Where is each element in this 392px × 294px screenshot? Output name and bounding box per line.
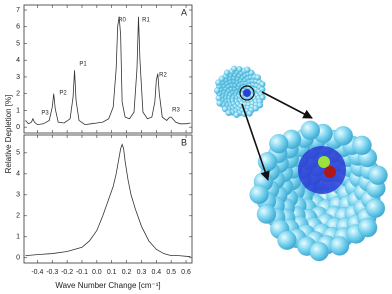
y-tick-label: 7 bbox=[16, 7, 20, 14]
y-tick-label: 0 bbox=[16, 124, 20, 131]
cluster-atom bbox=[213, 87, 221, 94]
cluster-atom bbox=[365, 198, 386, 218]
molecule-atom bbox=[324, 166, 336, 178]
peak-label: R0 bbox=[118, 18, 126, 24]
y-tick-label: 0 bbox=[16, 255, 20, 262]
cluster-atom bbox=[333, 126, 353, 146]
plot-frame bbox=[23, 134, 193, 264]
cluster-atom bbox=[329, 236, 350, 256]
peak-label: P2 bbox=[59, 91, 67, 97]
y-tick-label: 4 bbox=[16, 171, 20, 178]
y-tick-label: 5 bbox=[16, 40, 20, 47]
x-tick-label: 0.3 bbox=[137, 269, 147, 276]
cluster-atom bbox=[249, 184, 269, 205]
arrow bbox=[261, 91, 313, 119]
cluster-atom bbox=[233, 111, 240, 118]
cluster-atom bbox=[259, 94, 266, 101]
peak-label: P3 bbox=[41, 111, 49, 117]
cluster-atom bbox=[246, 110, 253, 117]
cluster-atom bbox=[257, 152, 278, 172]
cluster-atom bbox=[300, 120, 320, 140]
y-tick-label: 1 bbox=[16, 234, 20, 241]
cluster-atom bbox=[216, 100, 223, 107]
y-tick-label: 2 bbox=[16, 213, 20, 220]
y-tick-label: 6 bbox=[16, 24, 20, 31]
cluster-atom bbox=[225, 109, 232, 117]
peak-label: R1 bbox=[142, 18, 150, 24]
peak-label: R3 bbox=[172, 108, 180, 114]
molecule-atom bbox=[318, 156, 330, 168]
x-tick-label: 0.1 bbox=[107, 269, 117, 276]
x-tick-label: -0.2 bbox=[61, 269, 73, 276]
y-tick-label: 4 bbox=[16, 57, 20, 64]
x-tick-label: -0.3 bbox=[46, 269, 58, 276]
x-tick-label: 0.4 bbox=[151, 269, 161, 276]
peak-label: P1 bbox=[79, 62, 87, 68]
data-line bbox=[25, 16, 191, 126]
x-tick-label: 0.2 bbox=[122, 269, 132, 276]
data-line bbox=[25, 143, 191, 258]
cluster-atom bbox=[352, 135, 372, 156]
x-tick-label: 0.0 bbox=[92, 269, 102, 276]
panel-label: B bbox=[181, 137, 187, 147]
cluster-atom bbox=[254, 74, 262, 81]
zoom-circle bbox=[239, 85, 255, 101]
cluster-atom bbox=[256, 204, 277, 224]
cavity bbox=[298, 146, 346, 194]
x-tick-label: -0.4 bbox=[31, 269, 43, 276]
y-tick-label: 5 bbox=[16, 150, 20, 157]
cluster-atom bbox=[244, 66, 251, 73]
panel-label: A bbox=[181, 7, 187, 17]
x-axis-title: Wave Number Change [cm⁻¹] bbox=[55, 281, 160, 290]
y-tick-label: 1 bbox=[16, 107, 20, 114]
cluster-atom bbox=[256, 102, 264, 109]
arrow bbox=[241, 103, 270, 181]
x-tick-label: 0.5 bbox=[166, 269, 176, 276]
y-tick-label: 3 bbox=[16, 74, 20, 81]
y-tick-label: 2 bbox=[16, 91, 20, 98]
x-tick-label: -0.1 bbox=[76, 269, 88, 276]
cluster-atom bbox=[277, 230, 297, 250]
cluster-atom bbox=[269, 134, 289, 154]
cluster-atom bbox=[215, 79, 222, 86]
cluster-atom bbox=[358, 217, 378, 238]
cluster-atom bbox=[368, 165, 388, 185]
cluster-atom bbox=[309, 241, 329, 262]
plot-frame bbox=[23, 4, 193, 134]
core bbox=[243, 89, 251, 97]
x-tick-label: 0.6 bbox=[181, 269, 191, 276]
cluster-atom bbox=[231, 65, 238, 72]
y-axis-title: Relative Depletion [%] bbox=[4, 95, 13, 174]
peak-label: R2 bbox=[159, 73, 167, 79]
y-tick-label: 3 bbox=[16, 192, 20, 199]
cluster-atom bbox=[223, 69, 231, 76]
cluster-atom bbox=[259, 81, 266, 88]
